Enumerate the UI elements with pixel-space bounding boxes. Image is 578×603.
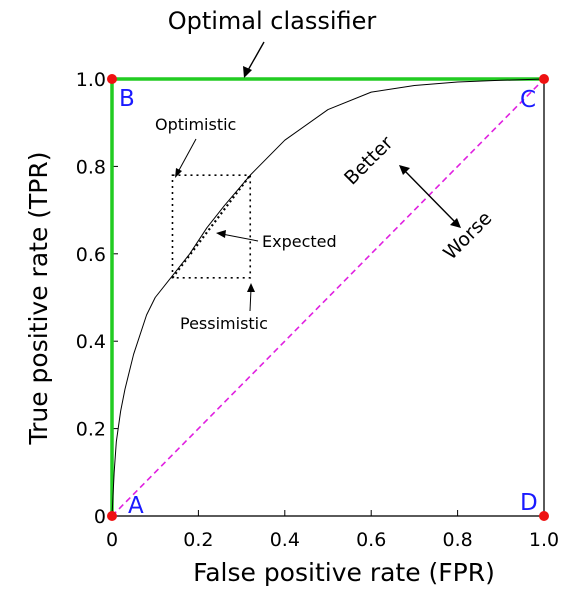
expected-arrow: [221, 233, 259, 242]
optimistic-arrow-head: [175, 168, 182, 178]
y-tick-label: 1.0: [76, 69, 106, 91]
point-a-label: A: [128, 493, 144, 519]
x-tick-label: 0.2: [183, 529, 213, 551]
point-d-marker: [539, 511, 549, 521]
roc-curve-line: [111, 78, 545, 517]
better-label: Better: [340, 132, 397, 189]
y-tick-label: 0.6: [76, 244, 106, 266]
better-arrow-head: [399, 165, 410, 175]
point-b-marker: [107, 74, 117, 84]
y-tick-label: 0.4: [76, 331, 106, 353]
pessimistic-label: Pessimistic: [180, 314, 268, 333]
expected-line: [171, 174, 252, 279]
uncertainty-box-rect: [171, 174, 252, 279]
x-tick-label: 0.8: [442, 529, 472, 551]
x-tick-label: 0: [106, 529, 118, 551]
uncertainty-box: [171, 174, 252, 279]
x-tick-label: 0.6: [356, 529, 386, 551]
better-worse-arrow: [403, 169, 457, 224]
x-tick-label: 0.4: [270, 529, 300, 551]
expected-label: Expected: [262, 232, 337, 251]
random-classifier-line: [111, 78, 545, 517]
optimal-arrow-head: [243, 66, 252, 78]
pessimistic-arrow-head: [247, 283, 255, 292]
y-tick-label: 0: [94, 506, 106, 528]
optimal-classifier-label: Optimal classifier: [168, 7, 377, 35]
pessimistic-arrow: [249, 288, 252, 312]
point-d-label: D: [520, 490, 538, 516]
optimistic-label: Optimistic: [155, 115, 236, 134]
x-ticks: 0 0.2 0.4 0.6 0.8 1.0: [106, 510, 559, 551]
point-a-marker: [107, 511, 117, 521]
y-tick-label: 0.8: [76, 156, 106, 178]
worse-label: Worse: [439, 207, 496, 264]
point-c-label: C: [520, 87, 536, 113]
point-b-label: B: [119, 86, 135, 112]
x-axis-label: False positive rate (FPR): [193, 558, 495, 587]
corner-points: A B C D: [107, 74, 549, 521]
optimal-arrow: [246, 41, 265, 73]
x-tick-label: 1.0: [529, 529, 559, 551]
y-axis-label: True positive rate (TPR): [24, 151, 53, 445]
optimistic-arrow: [177, 138, 197, 173]
series-layer: [110, 77, 545, 517]
expected-arrow-head: [216, 230, 226, 238]
worse-arrow-head: [450, 218, 461, 228]
y-tick-label: 0.2: [76, 419, 106, 441]
point-c-marker: [539, 74, 549, 84]
